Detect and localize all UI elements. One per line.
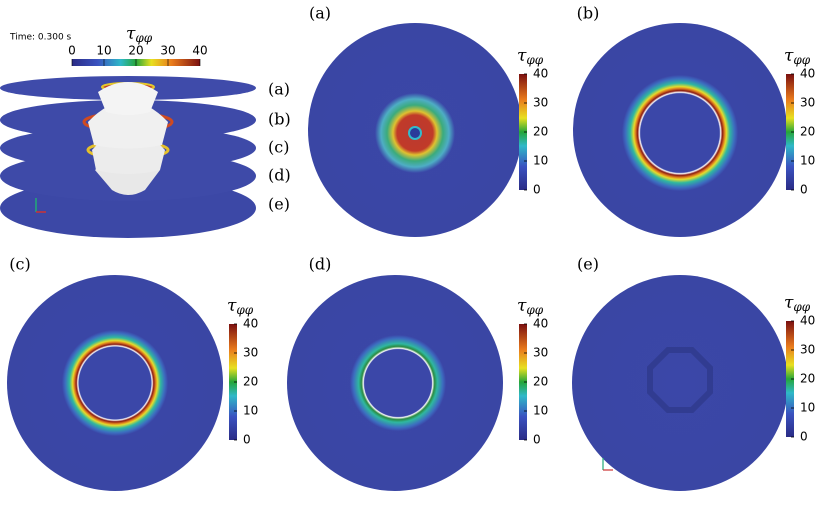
stress-ring	[622, 75, 738, 191]
colorbar	[786, 74, 794, 190]
colorbar-tick-label: 30	[800, 343, 815, 357]
colorbar-title: τφφ	[227, 296, 254, 317]
colorbar-tick-label: 20	[243, 375, 258, 389]
panel-label: (c)	[9, 255, 30, 274]
disk	[572, 275, 788, 491]
colorbar-tick-label: 0	[68, 44, 76, 58]
colorbar-tick-label: 20	[800, 372, 815, 386]
panel-label: (e)	[577, 255, 599, 274]
core	[408, 126, 422, 140]
symbol-sub: φφ	[236, 303, 253, 317]
colorbar	[519, 74, 527, 190]
colorbar-tick-label: 0	[533, 183, 541, 197]
colorbar-tick-label: 30	[533, 96, 548, 110]
symbol-sub: φφ	[135, 31, 152, 45]
colorbar-tick-label: 20	[533, 125, 548, 139]
colorbar-tick-label: 30	[800, 96, 815, 110]
colorbar-title: τφφ	[517, 46, 544, 67]
colorbar-tick-label: 0	[533, 433, 541, 447]
colorbar-title: τφφ	[517, 296, 544, 317]
colorbar-tick-label: 30	[243, 346, 258, 360]
panel-annotations: (a)τφφ010203040(b)τφφ010203040(c)τφφ0102…	[9, 4, 815, 447]
colorbar-tick-label: 0	[800, 430, 808, 444]
colorbar-tick-label: 30	[160, 44, 175, 58]
symbol: τ	[784, 46, 794, 66]
colorbar-title: τφφ	[784, 46, 811, 67]
symbol: τ	[784, 293, 794, 313]
colorbar-tick-label: 40	[243, 317, 258, 331]
stack-label: (d)	[268, 166, 291, 185]
colorbar-tick-label: 40	[192, 44, 207, 58]
stack-label: (a)	[268, 80, 290, 99]
colorbar-tick-label: 10	[533, 404, 548, 418]
stack-view	[0, 76, 256, 238]
panel-label: (d)	[309, 255, 332, 274]
stack-labels: (a) (b) (c) (d) (e)	[268, 80, 291, 214]
symbol-sub: φφ	[526, 53, 543, 67]
colorbar-tick-label: 40	[800, 67, 815, 81]
colorbar	[786, 321, 794, 437]
colorbar-tick-label: 20	[128, 44, 143, 58]
colorbar-title: τφφ	[784, 293, 811, 314]
colorbar-tick-label: 10	[243, 404, 258, 418]
colorbar-tick-label: 10	[96, 44, 111, 58]
panel-label: (a)	[309, 4, 331, 23]
stress-ring	[350, 335, 446, 431]
symbol: τ	[517, 46, 527, 66]
symbol: τ	[517, 296, 527, 316]
symbol: τ	[227, 296, 237, 316]
symbol: τ	[126, 24, 136, 44]
colorbar-tick-label: 40	[533, 67, 548, 81]
colorbar-tick-label: 10	[533, 154, 548, 168]
colorbar	[229, 324, 237, 440]
colorbar	[519, 324, 527, 440]
stack-label: (b)	[268, 110, 291, 129]
colorbar-tick-label: 40	[533, 317, 548, 331]
colorbar-tick-label: 20	[533, 375, 548, 389]
colorbar-tick-label: 10	[800, 154, 815, 168]
colorbar-tick-label: 20	[800, 125, 815, 139]
symbol-sub: φφ	[526, 303, 543, 317]
colorbar-tick-label: 0	[800, 183, 808, 197]
colorbar-tick-label: 10	[800, 401, 815, 415]
stack-label: (c)	[268, 138, 289, 157]
stack-label: (e)	[268, 195, 290, 214]
symbol-sub: φφ	[793, 53, 810, 67]
colorbar-tick-label: 30	[533, 346, 548, 360]
stress-ring	[62, 330, 168, 436]
panel-label: (b)	[577, 4, 600, 23]
octagon-shadow	[647, 347, 713, 413]
time-label: Time: 0.300 s	[9, 33, 72, 43]
colorbar-tick-label: 0	[243, 433, 251, 447]
colorbar-title: τφφ	[126, 24, 153, 45]
symbol-sub: φφ	[793, 300, 810, 314]
colorbar-tick-label: 40	[800, 314, 815, 328]
